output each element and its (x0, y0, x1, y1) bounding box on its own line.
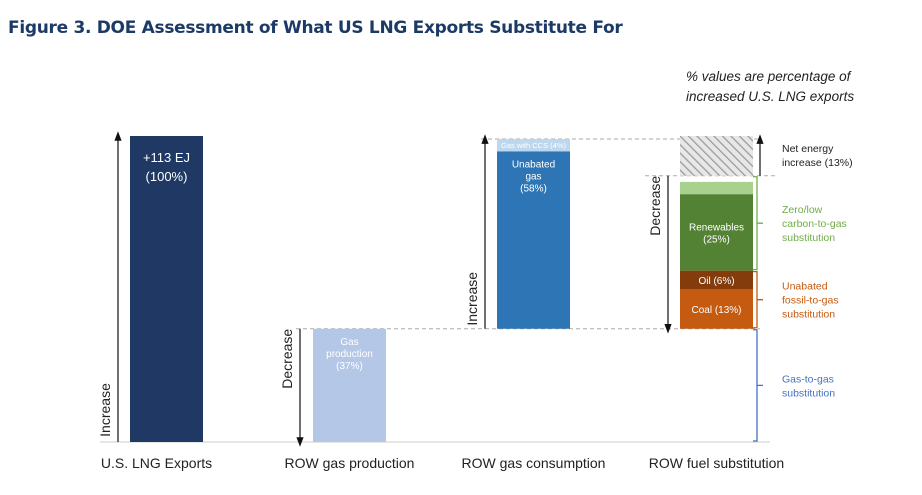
annotation-text: substitution (782, 232, 835, 244)
bar-label: Unabated (512, 159, 555, 170)
category-label: ROW gas production (285, 455, 415, 471)
bar-label: gas (525, 171, 541, 182)
annotation-text: increase (13%) (782, 157, 853, 169)
bar-segment-oil (680, 270, 753, 289)
bar-segment-renewables (680, 194, 753, 271)
annotation-text: Net energy (782, 143, 834, 155)
note-line-1: % values are percentage of (686, 69, 852, 84)
bar-label: (100%) (146, 169, 188, 184)
bar-segment-gas-with-ccs (497, 139, 570, 152)
bar-label: Gas with CCS (4%) (501, 141, 567, 150)
bar-label: (25%) (703, 234, 730, 245)
bar-label: (37%) (336, 361, 363, 372)
note-line-2: increased U.S. LNG exports (686, 89, 854, 104)
bracket (753, 329, 763, 442)
bar-label: production (326, 349, 373, 360)
bar-segment-coal (680, 289, 753, 329)
annotation-text: Zero/low (782, 204, 823, 216)
annotation-text: Gas-to-gas (782, 373, 834, 385)
figure-title: Figure 3. DOE Assessment of What US LNG … (8, 18, 623, 38)
bar-segment-unlabeled (680, 181, 753, 195)
arrow-label: Increase (97, 383, 113, 437)
bar-label: Gas (340, 337, 358, 348)
annotation-text: carbon-to-gas (782, 218, 847, 230)
bar-label: Renewables (689, 222, 744, 233)
bar-label: +113 EJ (143, 150, 190, 165)
bar-segment-u-s-lng-exports (130, 136, 203, 442)
category-label: U.S. LNG Exports (101, 455, 212, 471)
bracket (753, 270, 763, 329)
bar-segment-unabated-gas (497, 151, 570, 329)
arrow-label: Increase (464, 272, 480, 326)
arrow-label: Decrease (647, 176, 663, 236)
annotation-text: Unabated (782, 281, 828, 293)
bar-segment-net-energy-increase (680, 136, 753, 176)
annotation-text: substitution (782, 309, 835, 321)
category-label: ROW gas consumption (462, 455, 606, 471)
bar-label: (58%) (520, 183, 547, 194)
annotation-text: substitution (782, 387, 835, 399)
annotation-text: fossil-to-gas (782, 295, 839, 307)
bar-segment-gas-production (313, 328, 386, 442)
bracket (753, 176, 763, 271)
bar-label: Coal (13%) (691, 305, 741, 316)
category-label: ROW fuel substitution (649, 455, 784, 471)
bar-label: Oil (6%) (698, 276, 734, 287)
arrow-label: Decrease (279, 329, 295, 389)
